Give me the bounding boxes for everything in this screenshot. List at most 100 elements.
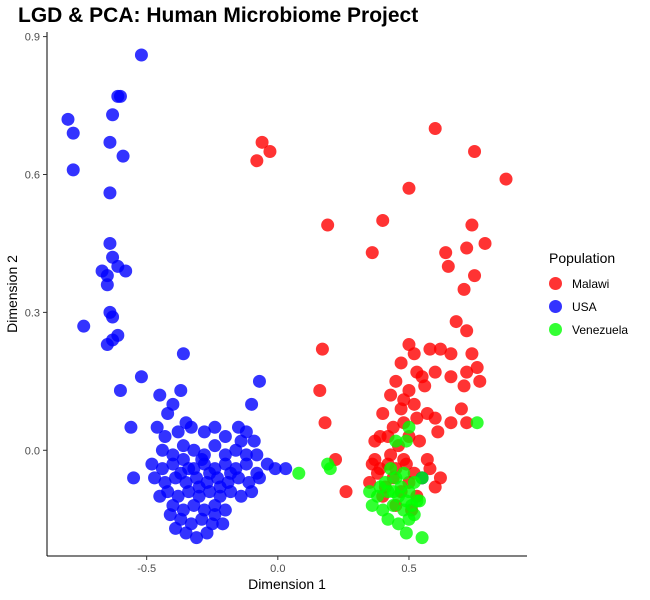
point-usa — [66, 126, 80, 140]
points-layer — [61, 48, 513, 545]
point-malawi — [460, 324, 474, 338]
point-usa — [103, 135, 117, 149]
point-usa — [216, 517, 230, 531]
legend-label-venezuela: Venezuela — [572, 322, 629, 337]
point-usa — [158, 429, 172, 443]
legend-item-usa: USA — [549, 295, 628, 318]
point-malawi — [444, 347, 458, 361]
point-usa — [234, 489, 248, 503]
point-malawi — [339, 485, 353, 499]
point-usa — [106, 333, 120, 347]
point-malawi — [428, 365, 442, 379]
point-usa — [190, 531, 204, 545]
point-malawi — [313, 384, 327, 398]
point-usa — [239, 448, 253, 462]
legend-item-venezuela: Venezuela — [549, 318, 628, 341]
point-malawi — [460, 365, 474, 379]
point-malawi — [368, 434, 382, 448]
point-usa — [150, 420, 164, 434]
point-venezuela — [402, 420, 416, 434]
point-malawi — [394, 356, 408, 370]
point-venezuela — [363, 485, 377, 499]
point-usa — [127, 471, 141, 485]
point-usa — [174, 466, 188, 480]
x-tick-label: -0.5 — [137, 563, 156, 575]
point-malawi — [394, 402, 408, 416]
point-malawi — [444, 370, 458, 384]
y-tick-label: 0.0 — [25, 445, 40, 457]
y-tick-label: 0.6 — [25, 169, 40, 181]
point-malawi — [365, 246, 379, 260]
point-usa — [148, 471, 162, 485]
point-malawi — [428, 480, 442, 494]
point-malawi — [315, 342, 329, 356]
point-malawi — [321, 218, 335, 232]
point-malawi — [428, 411, 442, 425]
point-malawi — [468, 269, 482, 283]
point-malawi — [423, 342, 437, 356]
legend: Population Malawi USA Venezuela — [549, 250, 628, 341]
point-usa — [106, 310, 120, 324]
point-usa — [208, 508, 222, 522]
point-usa — [229, 443, 243, 457]
point-usa — [245, 485, 259, 499]
point-usa — [195, 512, 209, 526]
point-usa — [155, 443, 169, 457]
point-usa — [213, 480, 227, 494]
point-usa — [124, 420, 138, 434]
point-usa — [218, 448, 232, 462]
point-malawi — [376, 407, 390, 421]
point-usa — [100, 278, 114, 292]
point-malawi — [460, 416, 474, 430]
legend-dot-venezuela — [549, 323, 562, 336]
point-venezuela — [399, 434, 413, 448]
point-malawi — [420, 452, 434, 466]
x-tick-label: 0.0 — [270, 563, 285, 575]
point-malawi — [465, 218, 479, 232]
point-malawi — [407, 347, 421, 361]
point-malawi — [250, 154, 264, 168]
point-usa — [61, 112, 75, 126]
point-usa — [166, 397, 180, 411]
point-usa — [184, 420, 198, 434]
point-venezuela — [391, 517, 405, 531]
point-usa — [176, 347, 190, 361]
point-usa — [279, 462, 293, 476]
legend-title: Population — [549, 250, 616, 266]
point-malawi — [433, 342, 447, 356]
point-usa — [77, 319, 91, 333]
point-usa — [208, 498, 222, 512]
point-malawi — [478, 236, 492, 250]
point-malawi — [457, 379, 471, 393]
point-malawi — [460, 241, 474, 255]
point-malawi — [449, 315, 463, 329]
point-malawi — [376, 213, 390, 227]
point-malawi — [465, 347, 479, 361]
point-malawi — [499, 172, 513, 186]
point-usa — [208, 439, 222, 453]
point-venezuela — [402, 512, 416, 526]
point-venezuela — [292, 466, 306, 480]
point-usa — [119, 264, 133, 278]
point-malawi — [454, 402, 468, 416]
point-malawi — [412, 434, 426, 448]
point-usa — [203, 466, 217, 480]
point-usa — [218, 429, 232, 443]
legend-item-malawi: Malawi — [549, 272, 628, 295]
point-malawi — [418, 379, 432, 393]
point-usa — [145, 457, 159, 471]
point-venezuela — [399, 526, 413, 540]
point-usa — [134, 48, 148, 62]
point-usa — [203, 485, 217, 499]
point-usa — [106, 108, 120, 122]
point-venezuela — [470, 416, 484, 430]
point-usa — [169, 521, 183, 535]
point-venezuela — [415, 471, 429, 485]
x-axis-label: Dimension 1 — [248, 576, 326, 592]
point-malawi — [410, 411, 424, 425]
point-malawi — [439, 246, 453, 260]
point-usa — [111, 89, 125, 103]
legend-label-malawi: Malawi — [572, 276, 610, 291]
point-usa — [252, 471, 266, 485]
point-usa — [200, 526, 214, 540]
